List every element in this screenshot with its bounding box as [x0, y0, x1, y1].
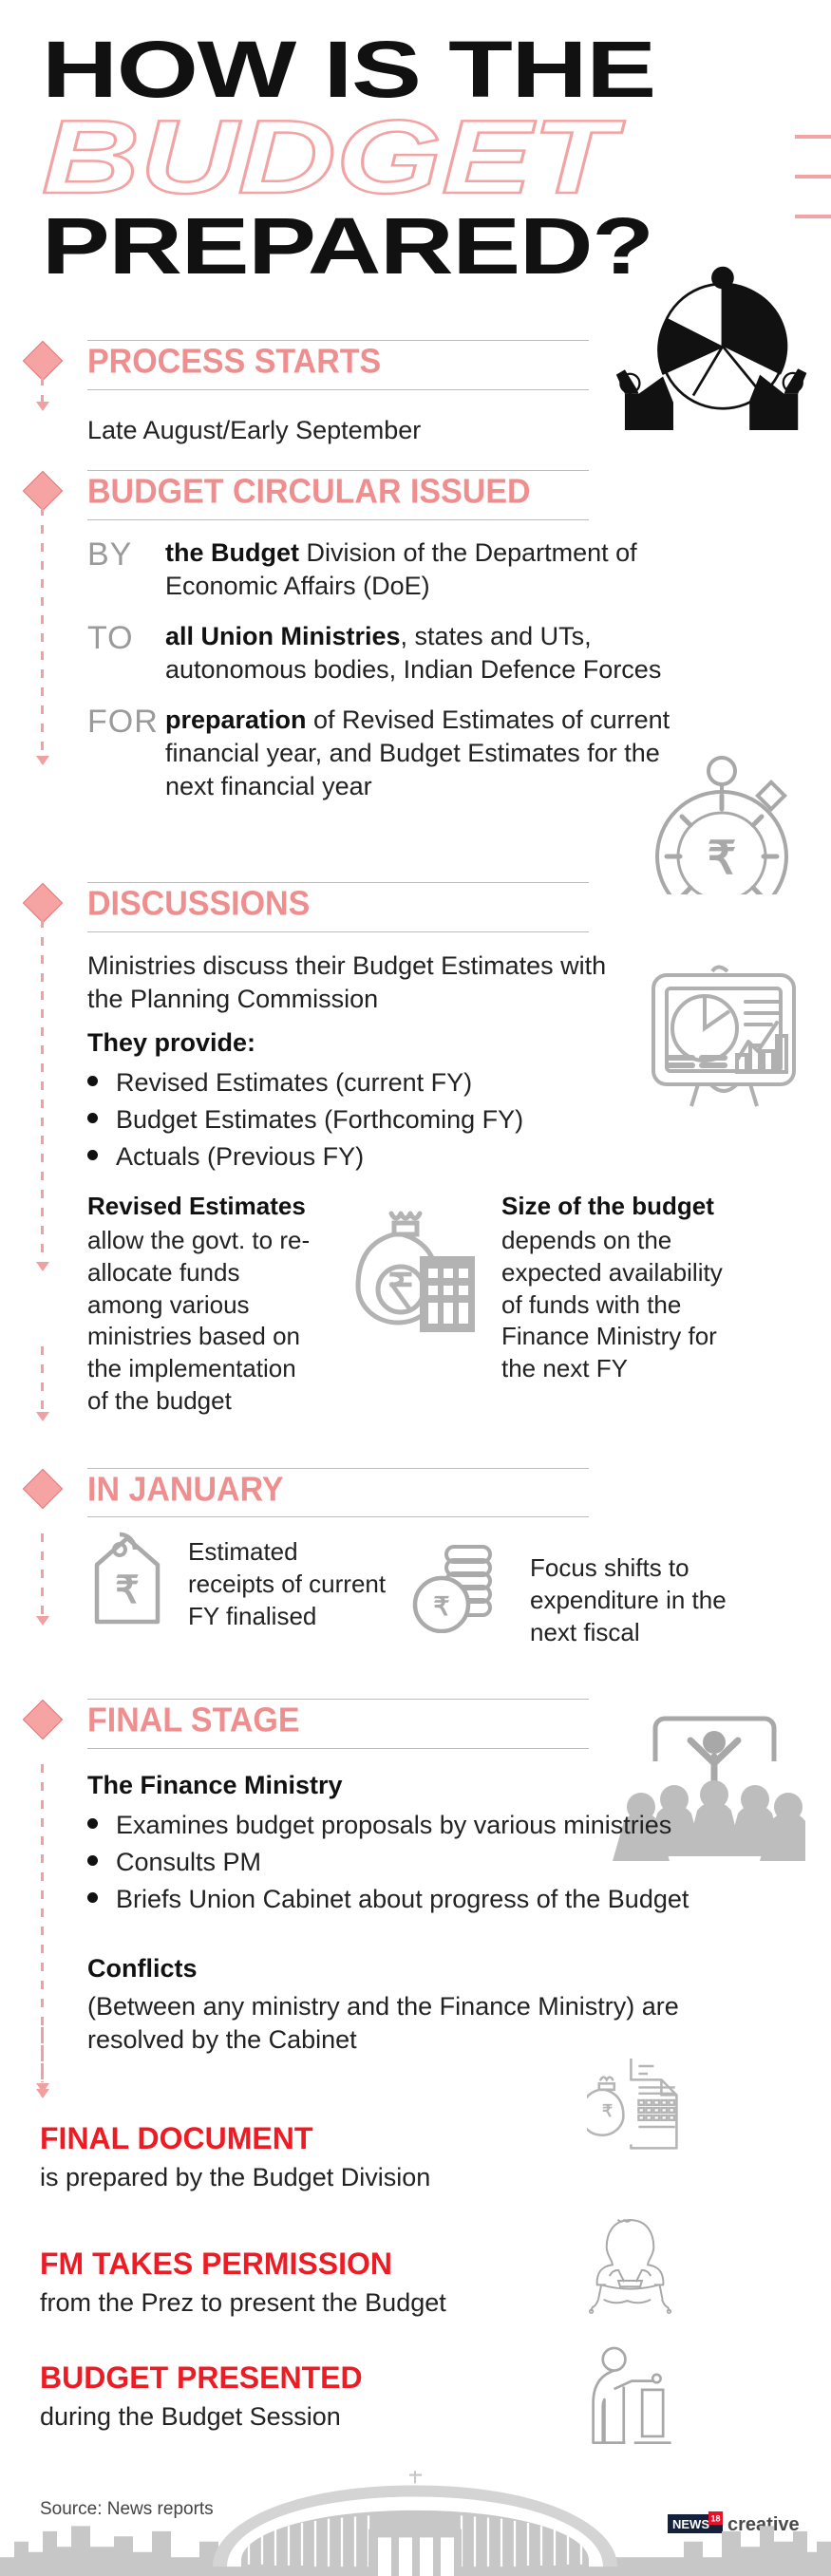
- svg-text:₹: ₹: [602, 2101, 614, 2120]
- svg-text:₹: ₹: [433, 1592, 449, 1621]
- svg-text:₹: ₹: [708, 834, 737, 884]
- svg-text:₹: ₹: [115, 1570, 139, 1611]
